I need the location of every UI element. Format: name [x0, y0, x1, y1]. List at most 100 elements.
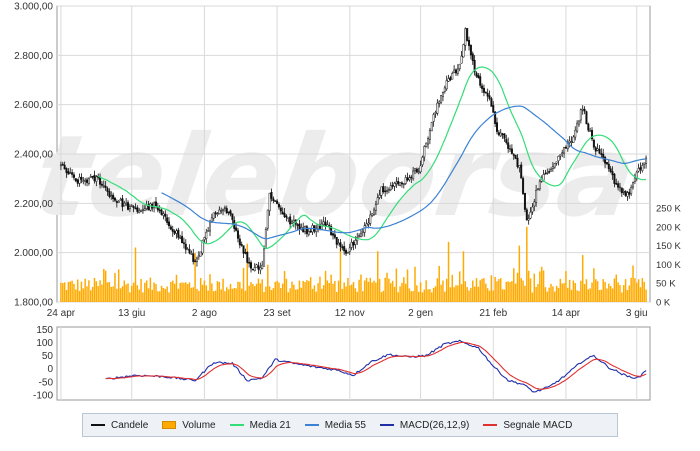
- volume-bar: [445, 278, 448, 302]
- volume-bar: [171, 280, 174, 302]
- volume-bar: [104, 270, 107, 302]
- volume-bar: [347, 277, 349, 302]
- candle-body: [620, 187, 623, 194]
- volume-bar: [583, 284, 586, 302]
- candle-body: [561, 152, 564, 154]
- candle-body: [490, 98, 493, 107]
- candle-body: [227, 211, 230, 214]
- legend-label-segnale-macd: Segnale MACD: [503, 419, 573, 431]
- volume-bar: [634, 278, 636, 302]
- candle-body: [479, 76, 482, 86]
- candle-body: [510, 148, 513, 154]
- legend-item-media-21[interactable]: Media 21: [229, 420, 291, 431]
- candle-body: [130, 205, 133, 207]
- legend-item-segnale-macd[interactable]: Segnale MACD: [483, 420, 572, 431]
- candle-body: [309, 230, 312, 233]
- candle-body: [592, 139, 595, 148]
- volume-bar: [106, 282, 109, 302]
- volume-bar: [211, 283, 213, 302]
- candle-body: [516, 157, 519, 167]
- volume-bar: [447, 241, 450, 302]
- candle-body: [523, 192, 526, 210]
- volume-bar: [175, 274, 178, 302]
- volume-bar: [466, 287, 468, 302]
- legend-swatch-segnale-macd: [483, 424, 498, 426]
- candle-body: [341, 246, 344, 249]
- volume-bar: [386, 272, 388, 302]
- candle-body: [630, 186, 633, 194]
- candle-body: [475, 72, 478, 77]
- candle-body: [240, 244, 243, 246]
- volume-bar: [360, 274, 362, 302]
- candle-body: [453, 69, 456, 74]
- volume-bar: [371, 282, 373, 302]
- candle-body: [291, 221, 294, 224]
- candle-body: [533, 201, 536, 207]
- volume-bar: [132, 282, 135, 302]
- candle-body: [121, 198, 124, 208]
- legend-item-media-55[interactable]: Media 55: [304, 420, 366, 431]
- volume-bar: [539, 271, 541, 302]
- volume-bar: [455, 285, 457, 302]
- candle-body: [512, 154, 515, 156]
- volume-bar: [324, 270, 327, 302]
- volume-bar: [293, 284, 295, 302]
- candle-body: [367, 222, 370, 225]
- legend-item-macd[interactable]: MACD(26,12,9): [379, 420, 469, 431]
- candle-body: [149, 203, 152, 211]
- volume-bar: [136, 285, 139, 302]
- candle-body: [557, 155, 560, 162]
- volume-bar: [488, 290, 491, 302]
- volume-bar: [280, 287, 282, 302]
- volume-bar: [352, 282, 355, 302]
- legend-item-candele[interactable]: Candele: [91, 420, 148, 431]
- volume-bar: [492, 290, 495, 302]
- candle-body: [546, 172, 549, 174]
- volume-bar: [522, 280, 524, 302]
- x-tick-label: 3 giu: [626, 308, 648, 319]
- candle-body: [568, 140, 571, 144]
- volume-bar: [585, 279, 588, 302]
- candle-body: [359, 233, 362, 237]
- candle-body: [210, 217, 213, 222]
- volume-bar: [255, 283, 258, 302]
- volume-bar: [470, 287, 472, 302]
- volume-bar: [531, 292, 534, 302]
- candle-body: [354, 240, 357, 245]
- volume-bar: [227, 289, 230, 302]
- candle-body: [259, 267, 262, 271]
- candle-body: [71, 172, 74, 175]
- volume-bar: [421, 292, 424, 302]
- candle-body: [197, 254, 200, 258]
- candle-body: [587, 123, 590, 131]
- candle-body: [594, 147, 597, 152]
- candle-body: [190, 253, 193, 255]
- volume-bar: [593, 268, 595, 302]
- macd-y-tick-label: 50: [42, 351, 54, 362]
- candle-body: [497, 132, 500, 136]
- volume-bar: [395, 268, 398, 302]
- legend-item-volume[interactable]: Volume: [162, 420, 216, 431]
- candle-body: [408, 177, 411, 181]
- candle-body: [447, 78, 450, 82]
- candle-body: [520, 164, 523, 179]
- volume-bar: [153, 282, 155, 302]
- price-y-tick-label: 2.000,00: [14, 248, 53, 259]
- volume-bar: [88, 280, 90, 302]
- candle-body: [283, 213, 286, 217]
- volume-bar: [622, 285, 625, 302]
- volume-bar: [574, 283, 577, 302]
- candle-body: [86, 179, 89, 183]
- candle-body: [477, 75, 480, 79]
- candle-body: [95, 176, 98, 182]
- candle-body: [181, 236, 184, 244]
- candle-body: [322, 221, 325, 225]
- candle-body: [430, 122, 433, 132]
- candle-body: [419, 165, 422, 173]
- volume-bar: [624, 279, 627, 302]
- candle-body: [209, 221, 212, 232]
- candle-body: [292, 220, 295, 223]
- candle-body: [127, 202, 130, 210]
- candle-body: [618, 186, 621, 189]
- candle-body: [231, 213, 234, 220]
